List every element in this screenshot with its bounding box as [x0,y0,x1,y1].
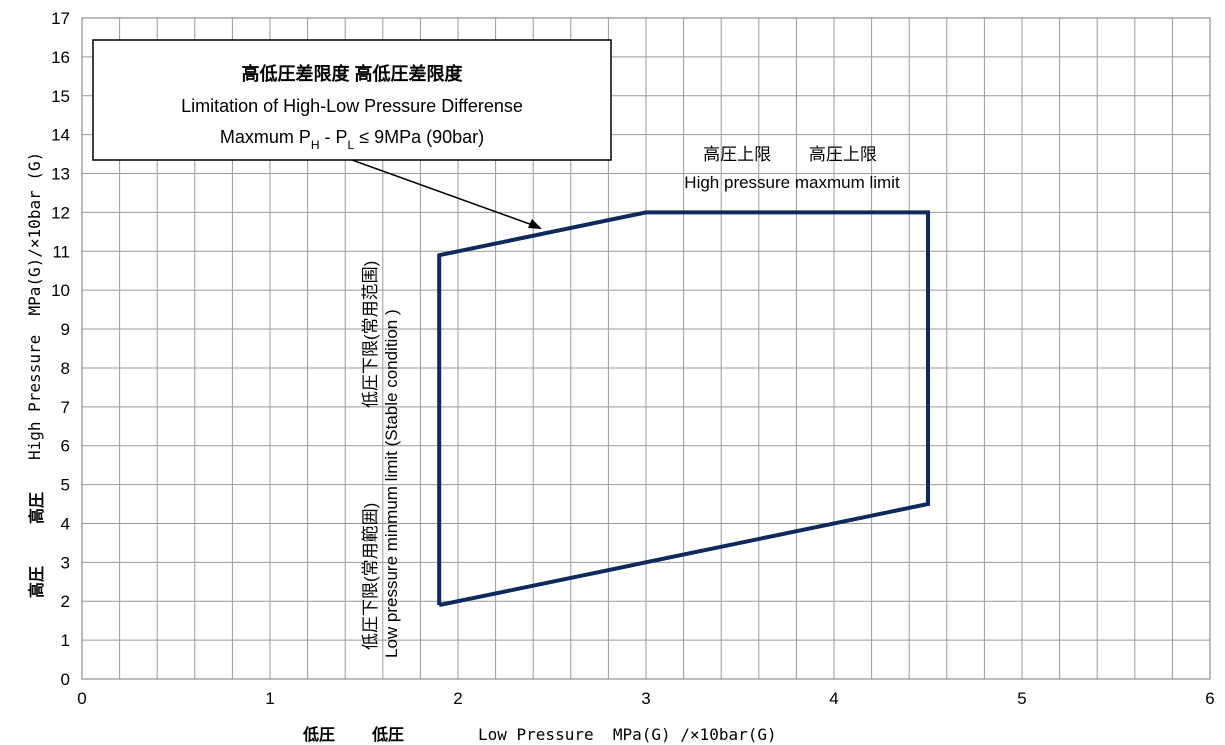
y-tick-label: 17 [51,9,70,28]
callout-line-3-c: ≤ 9MPa (90bar) [354,127,484,147]
callout-line-3-a: Maxmum P [220,127,311,147]
y-tick-label: 12 [51,203,70,222]
y-axis-title-jp-2: 高圧 [27,492,46,524]
y-tick-label: 5 [61,476,70,495]
callout-frame [92,39,612,161]
callout-sub-h: H [311,138,320,152]
callout-sub-l: L [348,138,355,152]
operating-envelope-line [437,210,930,608]
x-tick-label: 2 [453,689,462,708]
y-tick-label: 13 [51,165,70,184]
y-axis-title-en: High Pressure MPa(G)/×10bar (G) [25,152,44,460]
high-limit-en: High pressure maxmum limit [684,173,900,192]
x-axis-title-jp-1: 低圧 [302,725,335,744]
callout-box: 高低圧差限度 高低圧差限度 Limitation of High-Low Pre… [92,39,612,161]
callout-title: 高低圧差限度 高低圧差限度 [242,63,464,84]
high-limit-jp: 高圧上限 高圧上限 [703,145,877,164]
low-limit-jp-top: 低圧下限(常用范围) [361,261,380,408]
x-axis-title-en: Low Pressure MPa(G) /×10bar(G) [478,725,777,744]
y-tick-label: 11 [52,242,70,261]
y-tick-label: 7 [61,398,70,417]
callout-arrow-line [351,159,539,228]
y-tick-label: 2 [61,592,70,611]
callout-line-3-b: - P [320,127,348,147]
x-tick-label: 5 [1017,689,1026,708]
x-tick-label: 3 [641,689,650,708]
x-tick-labels: 0 1 2 3 4 5 6 [77,689,1214,708]
y-tick-label: 9 [61,320,70,339]
plot-frame [81,17,1211,680]
x-tick-label: 1 [265,689,274,708]
x-axis-title-jp-2: 低圧 [371,725,404,744]
y-tick-label: 4 [61,514,70,533]
y-tick-label: 16 [51,48,70,67]
y-tick-label: 3 [61,553,70,572]
y-tick-label: 14 [51,126,70,145]
x-tick-label: 0 [77,689,86,708]
low-limit-jp-bottom: 低圧下限(常用範囲) [361,503,380,650]
y-tick-label: 15 [51,87,70,106]
x-tick-label: 4 [829,689,838,708]
y-tick-label: 10 [51,281,70,300]
low-limit-en: Low pressure minmum limit (Stable condit… [382,309,401,658]
y-tick-label: 8 [61,359,70,378]
callout-line-2: Limitation of High-Low Pressure Differen… [181,96,523,116]
callout-arrow-head [528,219,542,229]
y-axis-title-jp-1: 高圧 [27,566,46,598]
plot-area-border [81,17,1211,680]
y-tick-label: 1 [61,631,70,650]
y-tick-label: 6 [61,437,70,456]
callout-line-3: Maxmum PH - PL ≤ 9MPa (90bar) [220,127,484,152]
y-tick-label: 0 [61,670,70,689]
x-tick-label: 6 [1205,689,1214,708]
series-layer [437,210,930,608]
